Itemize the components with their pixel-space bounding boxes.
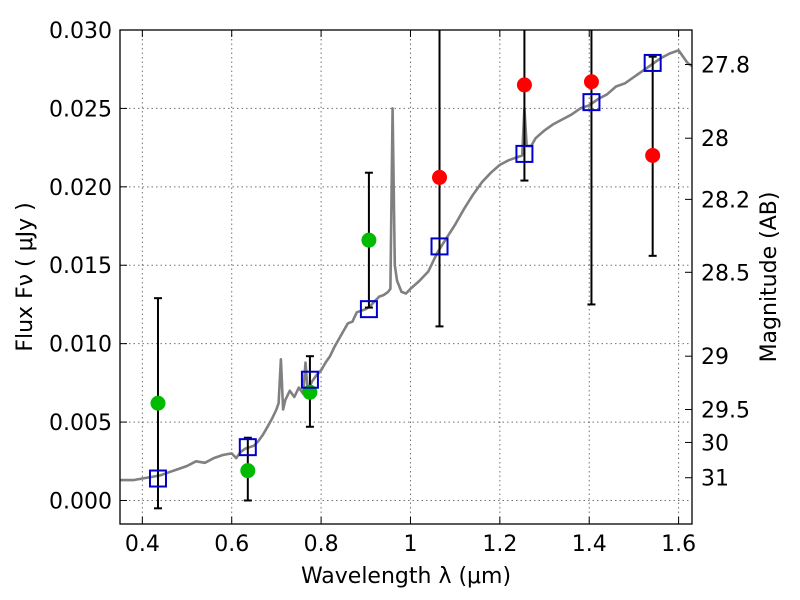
x-axis-title: Wavelength λ (μm) (301, 564, 511, 589)
y2-tick-label: 28.5 (701, 261, 750, 286)
x-tick-label: 0.4 (125, 532, 160, 557)
y-axis-title: Flux Fν ( μJy ) (13, 202, 38, 351)
model-photometry-points (148, 53, 662, 488)
x-tick-labels: 0.4 0.6 0.8 1 1.2 1.4 1.6 (125, 532, 696, 557)
model-square (515, 144, 534, 163)
observed-point (583, 74, 599, 90)
observed-point (361, 232, 377, 248)
y2-tick-label: 28 (701, 127, 729, 152)
model-square (300, 370, 319, 389)
model-square (582, 93, 601, 112)
model-square (430, 237, 449, 256)
y2-axis-title: Magnitude (AB) (757, 192, 782, 363)
x-tick-label: 1.6 (661, 532, 696, 557)
x-tick-label: 1.4 (572, 532, 607, 557)
observed-point (645, 147, 661, 163)
observed-point (432, 169, 448, 185)
y-tick-label: 0.015 (49, 254, 112, 279)
y2-tick-label: 29 (701, 345, 729, 370)
grid-lines (120, 29, 692, 524)
y2-tick-label: 31 (701, 467, 729, 492)
x-tick-label: 1.2 (482, 532, 517, 557)
x-tick-label: 0.6 (214, 532, 249, 557)
spectrum-line (120, 49, 693, 482)
x-tick-label: 0.8 (304, 532, 339, 557)
observed-point (516, 77, 532, 93)
y-tick-label: 0.005 (49, 411, 112, 436)
observed-point (150, 395, 166, 411)
y-tick-label: 0.010 (49, 333, 112, 358)
observed-point (240, 463, 256, 479)
y2-tick-label: 30 (701, 431, 729, 456)
model-square (643, 53, 662, 72)
y2-tick-label: 29.5 (701, 399, 750, 424)
x-tick-label: 1 (403, 532, 417, 557)
plot-frame (119, 29, 693, 525)
y-tick-label: 0.025 (49, 97, 112, 122)
model-square (359, 300, 378, 319)
model-square (148, 469, 167, 488)
y-tick-label: 0.030 (49, 19, 112, 44)
y2-tick-label: 27.8 (701, 54, 750, 79)
model-square (238, 438, 257, 457)
y-tick-label: 0.020 (49, 176, 112, 201)
model-spectrum (120, 49, 693, 482)
y2-tick-labels: 27.8 28 28.2 28.5 29 29.5 30 31 (701, 54, 750, 492)
observed-points (150, 74, 661, 479)
y-tick-labels: 0.000 0.005 0.010 0.015 0.020 0.025 0.030 (49, 19, 112, 514)
y2-tick-label: 28.2 (701, 188, 750, 213)
y-tick-label: 0.000 (49, 489, 112, 514)
error-bars (153, 30, 657, 510)
axis-ticks (120, 29, 692, 524)
